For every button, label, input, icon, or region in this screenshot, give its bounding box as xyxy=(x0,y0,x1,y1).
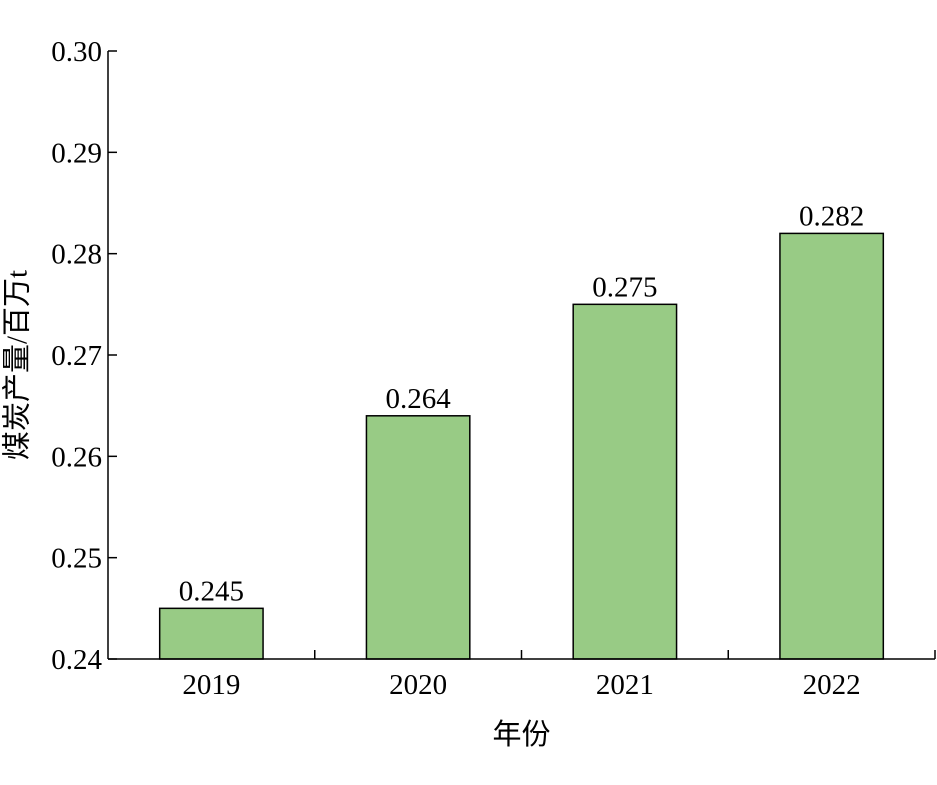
x-tick-label-2019: 2019 xyxy=(182,669,240,701)
y-tick-label: 0.27 xyxy=(51,340,102,372)
data-label-2021: 0.275 xyxy=(592,271,657,303)
x-tick-label-2020: 2020 xyxy=(389,669,447,701)
y-axis-title: 煤炭产量/百万t xyxy=(1,270,34,460)
y-tick-label: 0.24 xyxy=(51,644,102,676)
x-tick-label-2021: 2021 xyxy=(596,669,654,701)
data-label-2019: 0.245 xyxy=(179,575,244,607)
y-tick-label: 0.29 xyxy=(51,137,102,169)
y-tick-label: 0.28 xyxy=(51,239,102,271)
x-tick-label-2022: 2022 xyxy=(803,669,861,701)
y-tick-label: 0.30 xyxy=(51,36,102,68)
bar-2021 xyxy=(572,303,678,660)
bar-2022 xyxy=(779,232,885,660)
bar-2020 xyxy=(365,415,471,660)
x-axis-title: 年份 xyxy=(492,718,550,751)
y-tick-label: 0.25 xyxy=(51,543,102,575)
data-label-2020: 0.264 xyxy=(386,383,452,415)
bar-2019 xyxy=(158,607,264,660)
data-label-2022: 0.282 xyxy=(799,200,864,232)
y-tick-label: 0.26 xyxy=(51,441,102,473)
y-ticks: 0.24 0.25 0.26 0.27 0.28 0.29 0.30 xyxy=(51,36,117,676)
x-ticks: 2019 2020 2021 2022 xyxy=(182,650,936,701)
data-labels: 0.245 0.264 0.275 0.282 xyxy=(179,200,865,607)
bars-layer xyxy=(158,232,885,660)
